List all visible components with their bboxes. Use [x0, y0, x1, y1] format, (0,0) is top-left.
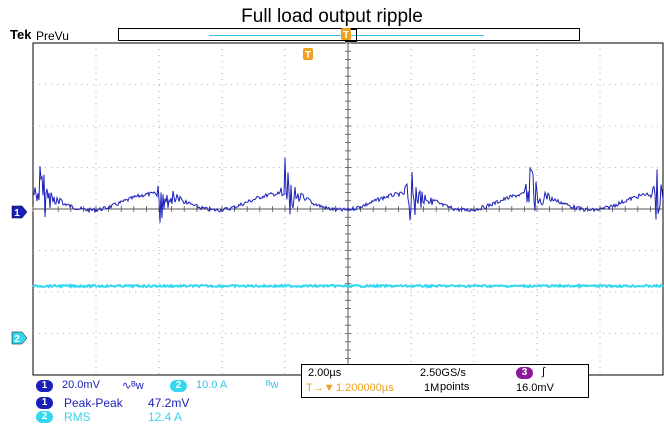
- measurement-value: 47.2mV: [148, 396, 190, 410]
- svg-text:T: T: [305, 50, 311, 61]
- ch1-scale: 20.0mV: [62, 379, 100, 391]
- trigger-position: 1.200000µs: [336, 382, 394, 394]
- trigger-level: 16.0mV: [516, 382, 554, 394]
- measurement-name: RMS: [64, 410, 91, 424]
- ch2-badge[interactable]: 2: [170, 379, 187, 392]
- acquisition-mode: PreVu: [36, 29, 69, 43]
- plot-title: Full load output ripple: [241, 6, 423, 27]
- trigger-source-badge: 3: [516, 366, 533, 379]
- ch1-waveform: [32, 157, 664, 223]
- record-length: 1M: [424, 382, 440, 394]
- ch1-ground-marker[interactable]: 1: [11, 205, 28, 219]
- ch2-scale: 10.0 A: [196, 379, 228, 391]
- timebase-scale: 2.00µs: [308, 367, 342, 379]
- measurement-row: 2 RMS 12.4 A: [36, 410, 336, 424]
- ch2-ground-marker[interactable]: 2: [11, 331, 28, 345]
- measurement-channel-badge: 1: [36, 397, 53, 409]
- measurement-panel: 1 Peak-Peak 47.2mV 2 RMS 12.4 A: [34, 396, 589, 428]
- channel-scale-bar: 1 20.0mV ∿ᴮw 2 10.0 A ᴮw: [34, 379, 298, 394]
- measurement-value: 12.4 A: [148, 410, 183, 424]
- horizontal-trigger-box[interactable]: 2.00µs 2.50GS/s 3 ∫ T→▼ 1.200000µs 1M po…: [301, 364, 589, 398]
- svg-text:2: 2: [14, 334, 20, 345]
- ch2-waveform: [32, 283, 664, 290]
- measurement-channel-badge: 2: [36, 411, 53, 423]
- ch2-bandwidth-icon: ᴮw: [266, 379, 279, 391]
- measurement-row: 1 Peak-Peak 47.2mV: [36, 396, 336, 410]
- sample-rate: 2.50GS/s: [420, 367, 466, 379]
- measurement-name: Peak-Peak: [64, 396, 123, 410]
- trigger-slope-icon: ∫: [542, 366, 546, 378]
- record-length-units: points: [440, 381, 470, 393]
- svg-text:1: 1: [14, 208, 20, 219]
- trigger-record-marker[interactable]: T: [341, 28, 351, 41]
- ch1-bandwidth-icon: ∿ᴮw: [122, 380, 144, 392]
- trigger-position-marker[interactable]: T: [303, 48, 313, 61]
- svg-text:T: T: [343, 30, 349, 41]
- graticule: [32, 42, 664, 376]
- brand-logo: Tek: [10, 27, 32, 42]
- ch1-badge[interactable]: 1: [36, 379, 53, 392]
- trigger-arrow-icon: T→▼: [306, 382, 335, 394]
